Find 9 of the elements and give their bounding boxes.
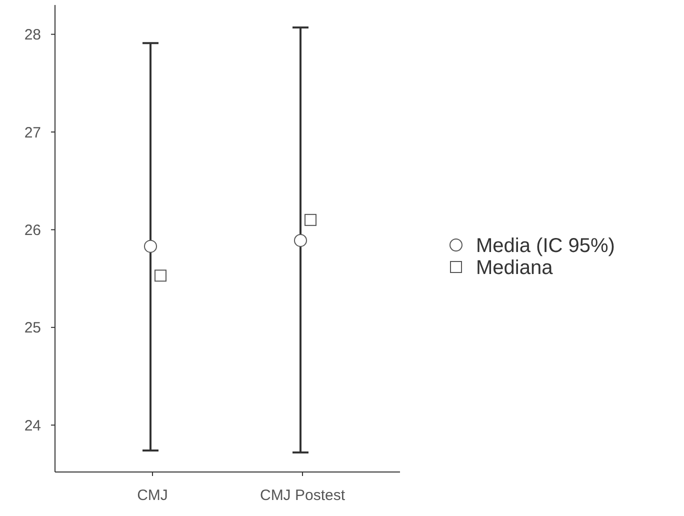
y-tick-label: 28 bbox=[24, 26, 41, 44]
legend-label: Media (IC 95%) bbox=[476, 235, 615, 257]
x-tick-label: CMJ Postest bbox=[260, 487, 346, 504]
y-tick-label: 25 bbox=[24, 320, 41, 337]
y-tick-label: 24 bbox=[24, 417, 41, 434]
y-tick-label: 27 bbox=[24, 124, 41, 142]
x-tick-label: CMJ bbox=[137, 487, 168, 504]
y-tick-label: 26 bbox=[24, 222, 41, 239]
legend-label: Mediana bbox=[476, 257, 554, 279]
